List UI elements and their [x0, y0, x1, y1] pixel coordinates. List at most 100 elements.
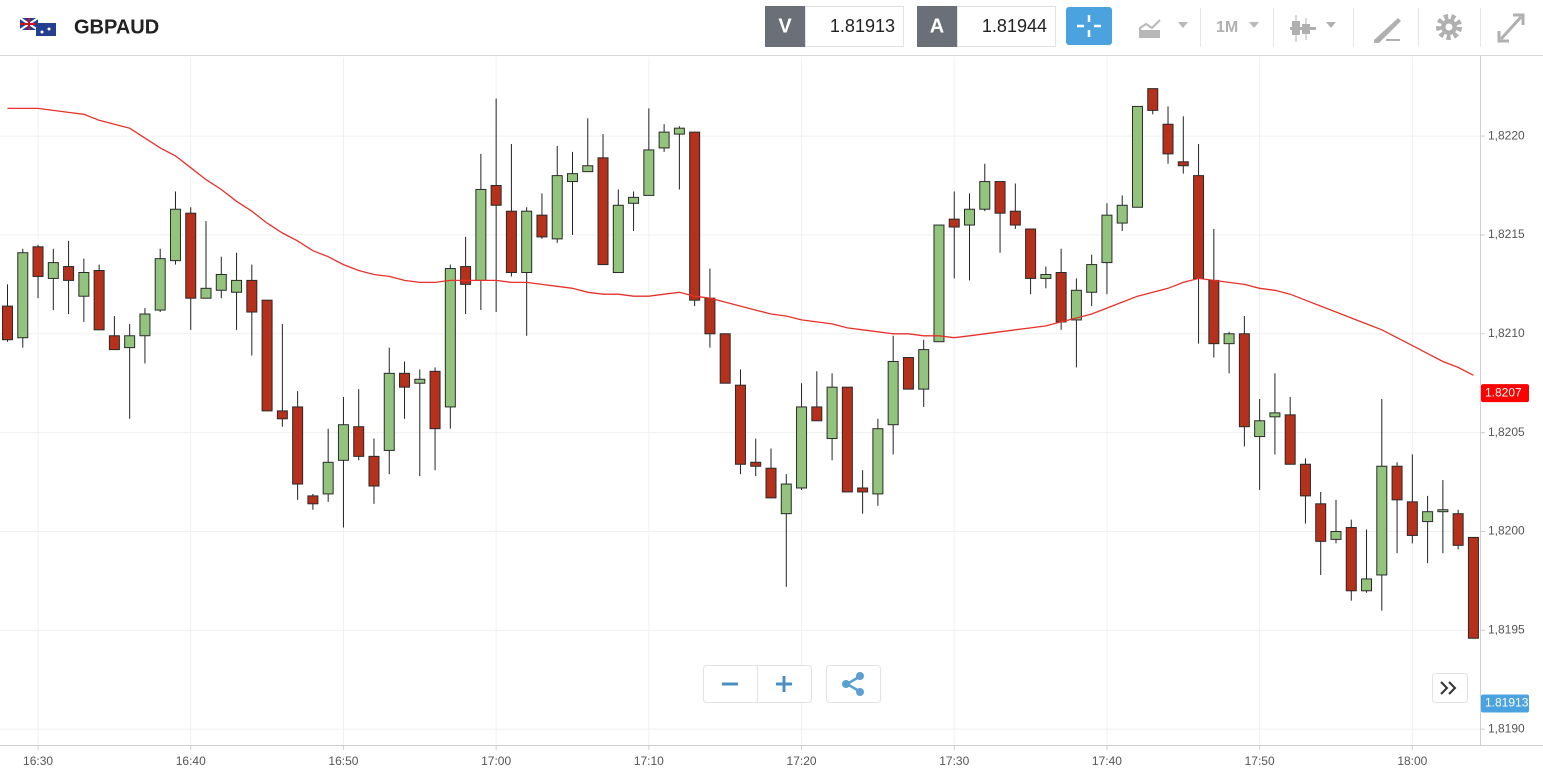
- candle-body-up: [1101, 214, 1113, 264]
- sell-price[interactable]: 1.81913: [830, 16, 895, 36]
- x-tick-label: 17:20: [787, 754, 817, 768]
- flag-icon: [19, 17, 56, 36]
- candle-body-up: [1422, 511, 1434, 523]
- x-tick-label: 17:40: [1092, 754, 1122, 768]
- zoom-controls[interactable]: [703, 665, 812, 703]
- candle-body-down: [857, 487, 869, 493]
- chart-type-button[interactable]: [1139, 19, 1188, 38]
- sell-price-box[interactable]: [805, 6, 904, 47]
- y-tick-label: 1,8190: [1488, 721, 1525, 735]
- drawing-tools-button[interactable]: [1374, 18, 1401, 43]
- candle-body-down: [32, 246, 44, 277]
- timeframe[interactable]: 1M: [1216, 19, 1238, 36]
- buy-button[interactable]: A 1.81944: [917, 6, 1056, 47]
- candle-body-up: [169, 208, 181, 262]
- buy-price[interactable]: 1.81944: [982, 16, 1047, 36]
- scroll-to-end-button[interactable]: [1432, 673, 1468, 703]
- candle-body-up: [566, 173, 578, 183]
- candle-body-up: [139, 313, 151, 337]
- candle-body-down: [948, 218, 960, 228]
- fullscreen-button[interactable]: [1497, 13, 1525, 43]
- candle-body-up: [414, 378, 426, 384]
- candle-body-down: [307, 495, 319, 505]
- candle-body-down: [536, 214, 548, 238]
- candle-body-down: [1284, 414, 1296, 465]
- candle-body-down: [460, 266, 472, 285]
- candle-body-down: [1162, 123, 1174, 155]
- candle-body-down: [1299, 463, 1311, 497]
- candle-body-down: [2, 305, 13, 341]
- candle-body-down: [704, 297, 716, 335]
- candle-style-button[interactable]: [1290, 15, 1336, 42]
- buy-price-box[interactable]: [957, 6, 1056, 47]
- timeframe-dropdown[interactable]: [1249, 22, 1259, 28]
- candle-body-up: [154, 258, 166, 311]
- candle-body-down: [689, 131, 701, 301]
- candle-body-down: [994, 181, 1006, 214]
- candle-body-up: [337, 424, 349, 461]
- y-tick-label: 1,8205: [1488, 425, 1525, 439]
- candle-body-up: [887, 360, 899, 426]
- candle-body-up: [826, 386, 838, 440]
- candle-body-up: [1086, 264, 1098, 293]
- price-marker-label: 1.81913: [1485, 696, 1529, 710]
- y-tick-label: 1,8210: [1488, 326, 1525, 340]
- y-tick-label: 1,8220: [1488, 128, 1525, 142]
- candle-body-down: [719, 333, 731, 384]
- x-tick-label: 18:00: [1397, 754, 1427, 768]
- buy-badge[interactable]: [917, 6, 957, 47]
- candle-body-down: [1147, 88, 1159, 111]
- candle-body-down: [1315, 503, 1327, 542]
- candle-body-down: [734, 384, 746, 465]
- candle-body-up: [17, 252, 29, 339]
- candle-body-up: [1361, 578, 1373, 592]
- share-button[interactable]: [826, 665, 881, 703]
- zoom-in[interactable]: [776, 676, 792, 692]
- candle-body-up: [1040, 273, 1052, 279]
- candle-body-down: [811, 406, 823, 422]
- candle-body-up: [979, 181, 991, 210]
- candle-body-down: [63, 266, 75, 281]
- candle-body-up: [475, 188, 487, 281]
- candle-body-up: [1131, 105, 1143, 208]
- symbol: GBPAUD: [74, 16, 159, 38]
- candle-body-up: [933, 224, 945, 343]
- candle-body-up: [872, 428, 884, 495]
- price-marker: [1481, 384, 1529, 403]
- candle-body-up: [322, 461, 334, 495]
- settings-button[interactable]: [1436, 14, 1462, 40]
- price-marker: [1481, 694, 1529, 713]
- candle-body-up: [643, 149, 655, 196]
- candle-body-up: [231, 279, 243, 293]
- candle-body-up: [78, 271, 90, 297]
- price-marker-label: 1.8207: [1485, 385, 1522, 399]
- buy-label[interactable]: A: [930, 15, 944, 37]
- sell-badge[interactable]: [765, 6, 805, 47]
- candle-body-down: [1009, 210, 1021, 226]
- candle-body-up: [1070, 289, 1082, 321]
- candle-body-down: [750, 461, 762, 467]
- candle-body-down: [490, 185, 502, 206]
- candle-body-down: [1467, 536, 1479, 639]
- candle-body-up: [1254, 420, 1266, 438]
- sell-label[interactable]: V: [778, 15, 792, 37]
- candle-body-down: [292, 406, 304, 485]
- candle-body-up: [612, 204, 624, 273]
- candle-body-down: [1055, 271, 1067, 323]
- x-tick-label: 17:10: [634, 754, 664, 768]
- candle-body-up: [658, 131, 670, 149]
- candle-body-up: [1330, 530, 1342, 540]
- y-tick-label: 1,8195: [1488, 623, 1525, 637]
- candle-body-up: [628, 196, 640, 204]
- crosshair-button[interactable]: [1066, 7, 1112, 45]
- candle-body-down: [429, 370, 441, 430]
- candle-body-up: [1116, 204, 1128, 224]
- x-tick-label: 16:40: [176, 754, 206, 768]
- sell-button[interactable]: V 1.81913: [765, 6, 904, 47]
- candle-body-down: [353, 426, 365, 457]
- grid: 1,8190 1,8195 1,8200 1,8205 1,8210 1,8215 1,82…: [0, 57, 1525, 768]
- candle-body-down: [261, 299, 273, 412]
- candle-body-up: [1376, 465, 1388, 576]
